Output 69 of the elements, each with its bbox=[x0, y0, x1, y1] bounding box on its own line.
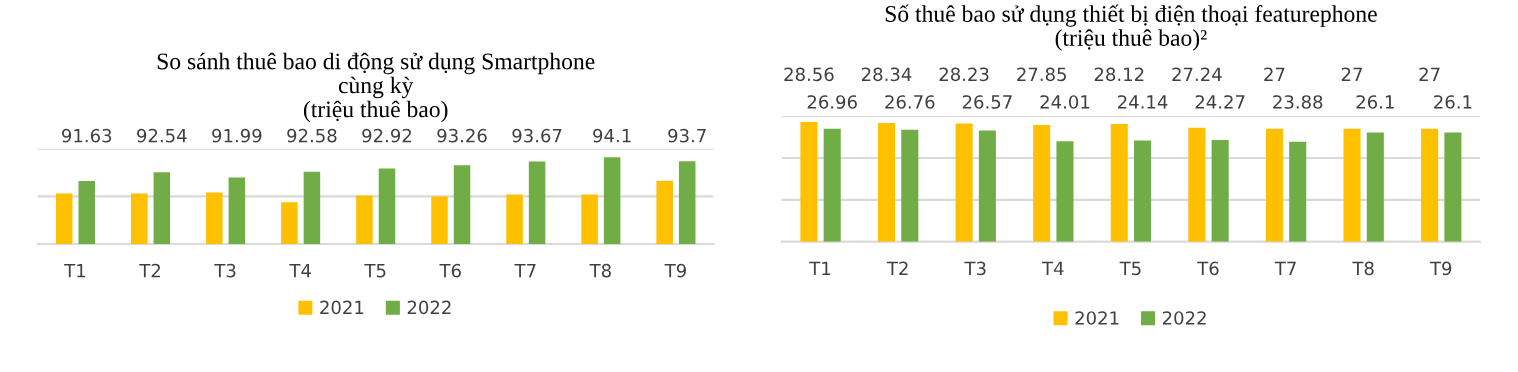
bar bbox=[1188, 127, 1206, 242]
x-tick-label: T7 bbox=[514, 264, 536, 278]
data-label: 27.24 bbox=[1172, 67, 1222, 81]
bar bbox=[901, 129, 919, 242]
data-label: 26.1 bbox=[1356, 95, 1394, 109]
data-label: 26.57 bbox=[962, 95, 1012, 109]
x-tick-label: T8 bbox=[1352, 261, 1374, 276]
data-label: 24.14 bbox=[1118, 95, 1168, 109]
data-label: 26.96 bbox=[807, 95, 857, 109]
x-tick-label: T8 bbox=[589, 263, 611, 278]
data-label: 23.88 bbox=[1273, 95, 1323, 109]
data-label: 28.23 bbox=[939, 67, 989, 82]
data-label: 92.92 bbox=[362, 128, 411, 143]
bar bbox=[1421, 128, 1439, 242]
data-label: 91.99 bbox=[212, 128, 262, 143]
data-label: 27.85 bbox=[1017, 67, 1066, 82]
legend-label: 2022 bbox=[407, 300, 451, 315]
x-tick-label: T2 bbox=[886, 261, 908, 275]
x-tick-label: T4 bbox=[1042, 261, 1064, 275]
data-label: 28.56 bbox=[784, 67, 834, 82]
data-label: 26.76 bbox=[885, 95, 935, 109]
data-label: 27 bbox=[1341, 67, 1362, 81]
bar bbox=[1134, 140, 1152, 242]
bar bbox=[1056, 141, 1074, 242]
x-tick-label: T6 bbox=[439, 263, 461, 278]
bar bbox=[823, 128, 841, 242]
bar bbox=[978, 130, 996, 242]
x-tick-label: T9 bbox=[664, 263, 686, 278]
x-tick-label: T4 bbox=[289, 264, 311, 278]
data-label: 27 bbox=[1419, 67, 1440, 81]
bar bbox=[1211, 140, 1229, 242]
x-tick-label: T5 bbox=[364, 264, 386, 278]
bar bbox=[1343, 128, 1361, 242]
legend-label: 2022 bbox=[1162, 311, 1206, 325]
x-tick-label: T7 bbox=[1274, 261, 1296, 275]
x-tick-label: T1 bbox=[64, 264, 86, 278]
x-tick-label: T3 bbox=[964, 261, 986, 276]
data-label: 94.1 bbox=[593, 128, 631, 143]
bar bbox=[1110, 123, 1128, 242]
bar bbox=[1289, 141, 1307, 242]
x-tick-label: T2 bbox=[139, 263, 160, 278]
bar bbox=[1265, 128, 1283, 242]
legend-label: 2021 bbox=[320, 300, 364, 315]
x-tick-label: T1 bbox=[809, 261, 831, 275]
bar bbox=[877, 123, 896, 242]
data-label: 27 bbox=[1264, 67, 1285, 81]
data-label: 24.01 bbox=[1040, 95, 1090, 109]
chart-title: Số thuê bao sử dụng thiết bị điện thoại featurephone (triệu thuê bao)² bbox=[885, 4, 1377, 51]
data-label: 24.27 bbox=[1195, 95, 1245, 109]
data-label: 93.7 bbox=[668, 128, 706, 143]
bar bbox=[1366, 132, 1384, 242]
data-label: 93.26 bbox=[437, 128, 487, 143]
data-label: 92.58 bbox=[287, 128, 337, 143]
bar bbox=[955, 123, 973, 242]
data-label: 26.1 bbox=[1434, 95, 1472, 109]
bar bbox=[1033, 125, 1051, 242]
bar bbox=[800, 122, 818, 242]
bar bbox=[1444, 132, 1462, 242]
x-tick-label: T3 bbox=[214, 263, 236, 278]
x-tick-label: T5 bbox=[1119, 261, 1141, 276]
legend-label: 2021 bbox=[1075, 311, 1119, 325]
x-tick-label: T6 bbox=[1197, 261, 1219, 276]
x-tick-label: T9 bbox=[1429, 261, 1452, 276]
data-label: 93.67 bbox=[512, 128, 562, 143]
data-label: 91.63 bbox=[62, 128, 112, 143]
chart-title: So sánh thuê bao di động sử dụng Smartphone cùng kỳ (triệu thuê bao) bbox=[157, 52, 595, 123]
data-label: 28.34 bbox=[861, 67, 912, 82]
data-label: 28.12 bbox=[1094, 67, 1144, 82]
data-label: 92.54 bbox=[137, 128, 187, 143]
